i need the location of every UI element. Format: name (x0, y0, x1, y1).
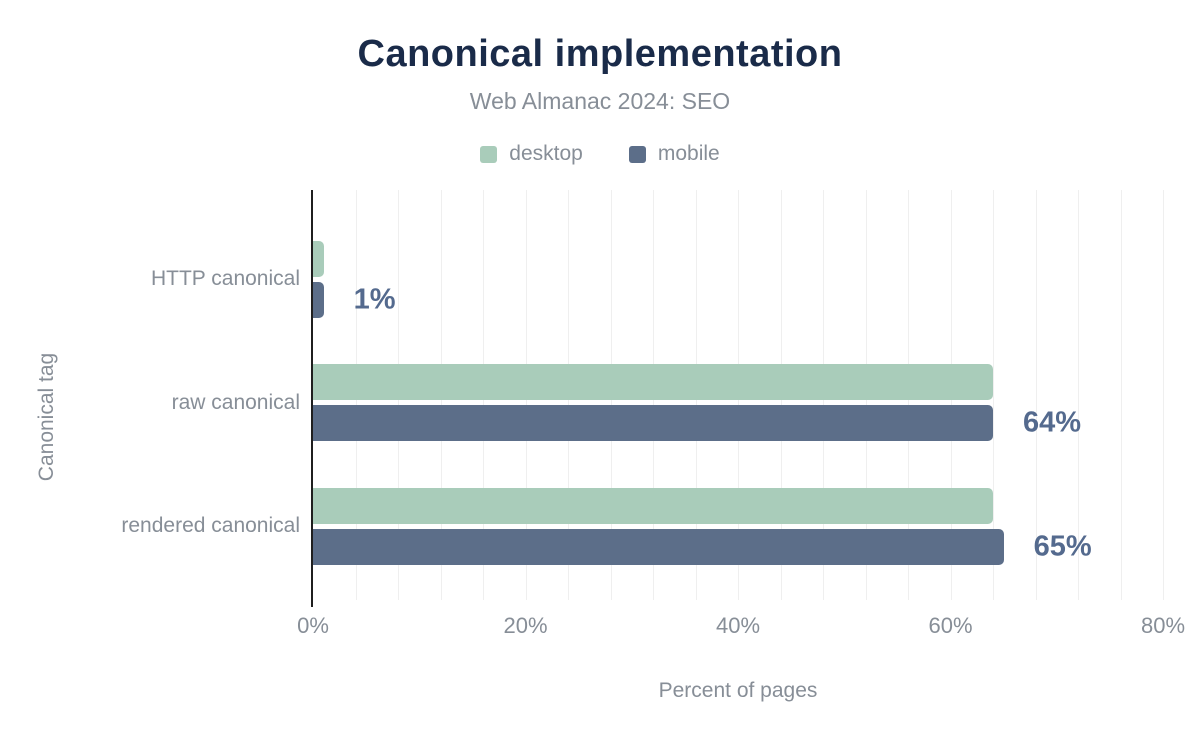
y-axis-line (311, 190, 313, 607)
bar-desktop-rendered-canonical[interactable] (313, 487, 993, 524)
gridline (993, 190, 994, 600)
x-tick-60%: 60% (928, 613, 973, 638)
x-axis-title: Percent of pages (658, 679, 818, 702)
category-label-rendered-canonical: rendered canonical (121, 514, 300, 537)
x-tick-80%: 80% (1140, 613, 1186, 638)
chart-title: Canonical implementation (357, 33, 843, 75)
bar-mobile-rendered-canonical[interactable] (313, 528, 1004, 565)
chart-subtitle: Web Almanac 2024: SEO (469, 88, 731, 114)
value-label-rendered-canonical: 65% (1033, 530, 1092, 562)
legend: desktop mobile (0, 142, 1200, 166)
legend-label-mobile: mobile (657, 142, 720, 165)
gridline (1035, 190, 1037, 600)
gridline (1120, 190, 1122, 600)
value-label-HTTP-canonical: 1% (353, 283, 396, 315)
gridline (1078, 190, 1079, 600)
gridline (1163, 190, 1164, 600)
legend-swatch-mobile (628, 145, 646, 163)
category-label-raw-canonical: raw canonical (171, 390, 300, 414)
x-tick-40%: 40% (715, 613, 761, 638)
x-tick-20%: 20% (503, 613, 548, 638)
y-axis-title: Canonical tag (35, 352, 58, 482)
bar-desktop-raw-canonical[interactable] (313, 364, 993, 400)
legend-item-desktop[interactable]: desktop (480, 142, 583, 166)
legend-item-mobile[interactable]: mobile (628, 142, 720, 166)
category-label-HTTP-canonical: HTTP canonical (150, 267, 300, 290)
bar-desktop-HTTP-canonical[interactable] (313, 240, 324, 277)
bar-mobile-raw-canonical[interactable] (313, 405, 993, 441)
legend-swatch-desktop (480, 145, 498, 163)
x-tick-0%: 0% (297, 613, 329, 638)
bar-mobile-HTTP-canonical[interactable] (313, 281, 324, 318)
legend-label-desktop: desktop (509, 142, 583, 165)
value-label-raw-canonical: 64% (1023, 406, 1082, 439)
